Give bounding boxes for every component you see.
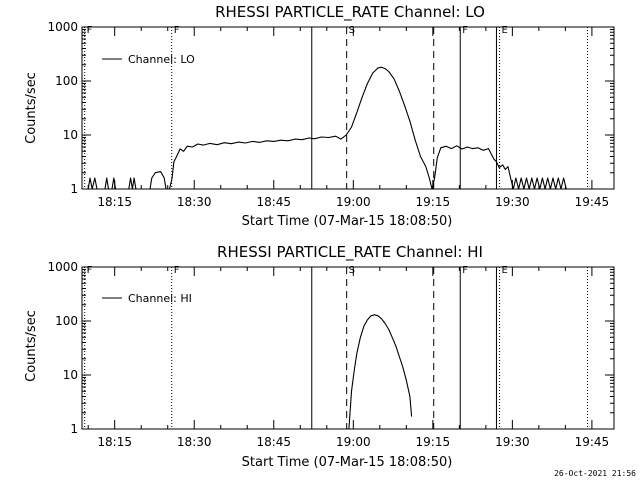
y-tick-label: 100 — [55, 314, 78, 328]
marker-label: E — [502, 25, 508, 36]
x-tick-label: 18:30 — [177, 195, 212, 209]
x-tick-label: 18:45 — [256, 195, 291, 209]
plot-frame — [81, 266, 615, 430]
marker-label: E — [502, 265, 508, 276]
x-tick-label: 19:00 — [336, 195, 371, 209]
chart-title: RHESSI PARTICLE_RATE Channel: HI — [217, 243, 483, 262]
x-tick-label: 19:45 — [575, 195, 610, 209]
chart-title: RHESSI PARTICLE_RATE Channel: LO — [215, 3, 485, 22]
x-tick-label: 19:45 — [575, 435, 610, 449]
y-tick-label: 1 — [70, 422, 78, 436]
x-tick-label: 19:15 — [416, 435, 451, 449]
y-tick-label: 1 — [70, 182, 78, 196]
marker-label: S — [349, 25, 355, 36]
y-tick-label: 10 — [63, 128, 78, 142]
marker-label: F — [87, 25, 93, 36]
marker-label: S — [349, 265, 355, 276]
panel-hi: RHESSI PARTICLE_RATE Channel: HI Start T… — [24, 243, 615, 470]
marker-label: F — [174, 265, 180, 276]
generated-timestamp: 26-Oct-2021 21:56 — [554, 469, 636, 478]
x-tick-label: 18:15 — [97, 195, 132, 209]
y-tick-label: 1000 — [47, 20, 78, 34]
legend-label: Channel: LO — [128, 53, 195, 66]
series-line — [348, 314, 413, 430]
x-axis-label: Start Time (07-Mar-15 18:08:50) — [242, 214, 453, 229]
x-tick-label: 18:15 — [97, 435, 132, 449]
x-tick-label: 19:30 — [495, 195, 530, 209]
marker-label: F — [87, 265, 93, 276]
x-tick-label: 19:00 — [336, 435, 371, 449]
marker-label: F — [462, 265, 468, 276]
x-axis-label: Start Time (07-Mar-15 18:08:50) — [242, 455, 453, 470]
marker-label: F — [462, 25, 468, 36]
y-tick-label: 10 — [63, 368, 78, 382]
series-line — [82, 66, 582, 190]
plot-frame — [81, 26, 615, 190]
y-tick-label: 1000 — [47, 260, 78, 274]
y-tick-label: 100 — [55, 74, 78, 88]
x-tick-label: 19:15 — [416, 195, 451, 209]
marker-label: F — [174, 25, 180, 36]
panel-lo: RHESSI PARTICLE_RATE Channel: LO Start T… — [24, 3, 615, 229]
x-tick-label: 19:30 — [495, 435, 530, 449]
y-axis-label: Counts/sec — [24, 310, 39, 382]
legend-label: Channel: HI — [128, 292, 192, 305]
y-axis-label: Counts/sec — [24, 72, 39, 144]
x-tick-label: 18:45 — [256, 435, 291, 449]
x-tick-label: 18:30 — [177, 435, 212, 449]
